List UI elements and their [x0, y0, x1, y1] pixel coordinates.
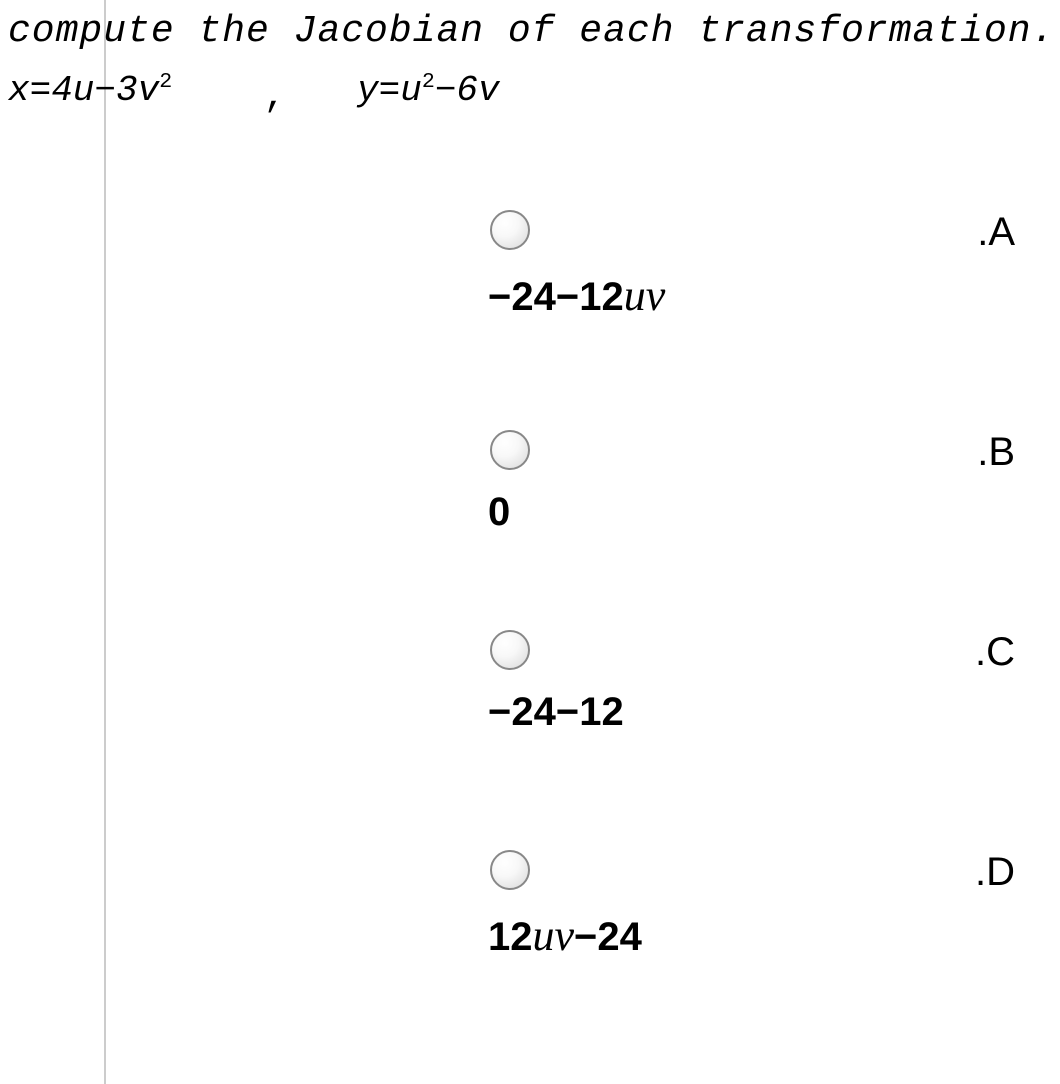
option-c-label: .C — [975, 630, 1015, 675]
radio-button-c[interactable] — [490, 630, 530, 670]
question-prompt: compute the Jacobian of each transformat… — [8, 10, 1055, 53]
option-c-text: −24−12 — [488, 690, 624, 735]
option-b-text: 0 — [488, 490, 510, 535]
radio-button-b[interactable] — [490, 430, 530, 470]
option-d-row: .D 12uv−24 — [0, 840, 1060, 1060]
equation-comma: , — [264, 76, 286, 117]
equation-x: x=4u−3v2 — [8, 70, 172, 111]
option-d-text: 12uv−24 — [488, 910, 642, 961]
equation-y: y=u2−6v — [357, 70, 500, 111]
radio-button-a[interactable] — [490, 210, 530, 250]
radio-button-d[interactable] — [490, 850, 530, 890]
quiz-container: compute the Jacobian of each transformat… — [0, 0, 1060, 1084]
option-c-row: .C −24−12 — [0, 620, 1060, 840]
option-a-row: .A −24−12uv — [0, 200, 1060, 420]
options-container: .A −24−12uv .B 0 .C −24−12 .D 12uv−24 — [0, 200, 1060, 1060]
option-b-row: .B 0 — [0, 420, 1060, 620]
option-a-label: .A — [977, 210, 1015, 255]
option-b-label: .B — [977, 430, 1015, 475]
option-d-label: .D — [975, 850, 1015, 895]
option-a-text: −24−12uv — [488, 270, 665, 321]
equation-row: x=4u−3v2 , y=u2−6v — [8, 70, 500, 111]
